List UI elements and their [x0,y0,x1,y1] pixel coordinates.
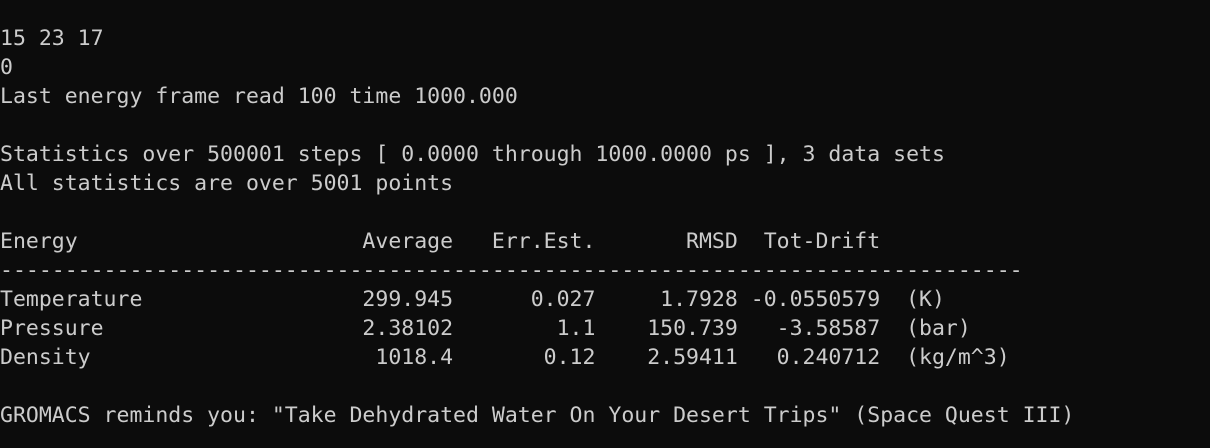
output-line: 0 [0,55,13,80]
output-line: Statistics over 500001 steps [ 0.0000 th… [0,142,945,167]
output-line: All statistics are over 5001 points [0,171,454,196]
table-row: Pressure 2.38102 1.1 150.739 -3.58587 (b… [0,316,971,341]
table-row: Temperature 299.945 0.027 1.7928 -0.0550… [0,287,945,312]
output-line: 15 23 17 [0,26,104,51]
blank-line [0,198,1210,227]
blank-line [0,111,1210,140]
table-row: Density 1018.4 0.12 2.59411 0.240712 (kg… [0,345,1010,370]
blank-line [0,372,1210,401]
output-line: GROMACS reminds you: "Take Dehydrated Wa… [0,403,1075,428]
table-header: Energy Average Err.Est. RMSD Tot-Drift [0,229,881,254]
output-line: Last energy frame read 100 time 1000.000 [0,84,518,109]
table-divider: ----------------------------------------… [0,258,1023,283]
